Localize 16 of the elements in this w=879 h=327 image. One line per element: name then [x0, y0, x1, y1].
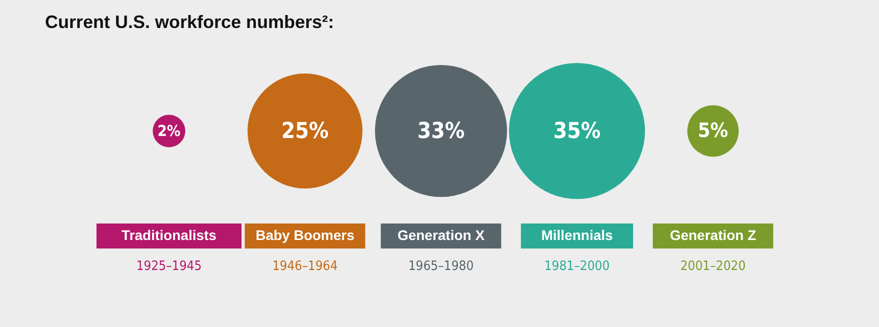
category-label: Traditionalists — [122, 227, 217, 243]
category-label: Generation Z — [670, 227, 757, 243]
category-label: Generation X — [397, 227, 486, 243]
text: 2001–2020 — [680, 259, 746, 274]
data-label: 35% — [553, 119, 601, 144]
data-label: 5% — [698, 119, 728, 142]
category-label: Baby Boomers — [256, 227, 355, 243]
category-label: Millennials — [541, 227, 613, 243]
data-label: 33% — [417, 119, 465, 144]
data-label: 2% — [157, 122, 181, 140]
text: Current U.S. workforce numbers²: — [45, 12, 334, 32]
text: 1981–2000 — [544, 259, 610, 274]
text: 1946–1964 — [272, 259, 338, 274]
data-label: 25% — [281, 119, 329, 144]
text: 1925–1945 — [136, 259, 202, 274]
text: 1965–1980 — [408, 259, 474, 274]
